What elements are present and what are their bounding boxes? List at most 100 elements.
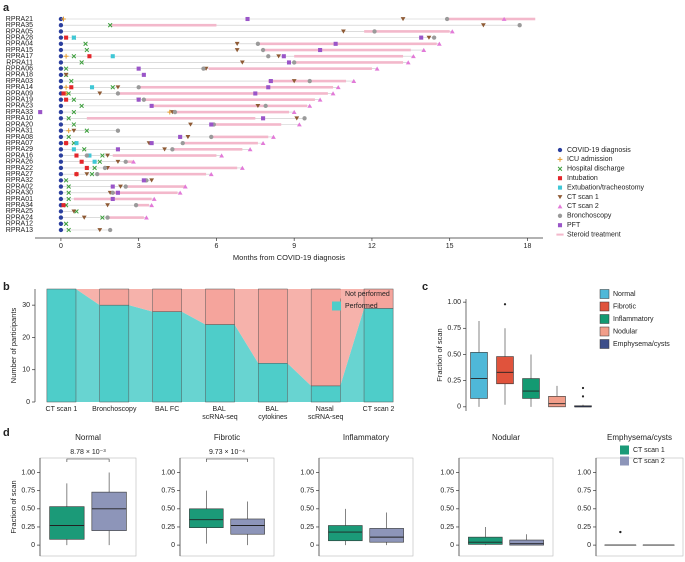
y-tick-label: 0.75 xyxy=(440,488,454,495)
x-tick-label: 0 xyxy=(59,243,63,250)
marker xyxy=(136,66,141,71)
marker xyxy=(517,23,522,28)
marker xyxy=(400,17,406,22)
box xyxy=(230,518,265,535)
y-tick-label: 0.50 xyxy=(440,506,454,513)
marker xyxy=(107,22,113,28)
marker xyxy=(188,122,193,127)
row-label: RPRA24 xyxy=(6,214,33,221)
box xyxy=(509,539,544,546)
marker xyxy=(480,23,486,28)
y-tick-label: 0.25 xyxy=(447,377,461,384)
marker xyxy=(180,140,185,146)
legend-label: Inflammatory xyxy=(613,316,654,323)
y-tick-label: 1.00 xyxy=(577,469,591,476)
legend-label: Steroid treatment xyxy=(567,231,621,238)
plot-frame xyxy=(595,457,684,557)
row-label: RPRA14 xyxy=(6,84,33,91)
marker xyxy=(58,78,64,84)
marker xyxy=(66,227,71,233)
marker xyxy=(151,196,157,201)
marker xyxy=(266,54,271,59)
bar xyxy=(152,288,182,312)
marker xyxy=(58,122,64,127)
marker xyxy=(255,41,261,46)
marker xyxy=(69,85,74,90)
marker xyxy=(296,122,302,127)
y-tick-label: 0.50 xyxy=(300,506,314,513)
marker xyxy=(58,128,64,133)
marker xyxy=(89,85,95,90)
marker xyxy=(141,178,146,183)
bar xyxy=(205,324,235,403)
row-label: RPRA06 xyxy=(6,65,33,72)
marker xyxy=(123,184,128,189)
y-tick-label: 0.50 xyxy=(21,506,35,513)
marker xyxy=(58,72,64,78)
marker xyxy=(92,159,97,164)
row-label: RPRA31 xyxy=(6,128,33,135)
marker xyxy=(449,29,455,34)
marker xyxy=(84,47,90,53)
marker xyxy=(286,60,292,65)
marker xyxy=(247,147,253,152)
marker xyxy=(58,29,64,34)
y-tick-label: 0 xyxy=(31,542,35,549)
marker xyxy=(58,153,64,158)
x-tick-label: 3 xyxy=(137,243,141,250)
legend-label: CT scan 2 xyxy=(567,203,599,210)
marker xyxy=(260,140,266,146)
marker xyxy=(239,60,245,65)
marker xyxy=(71,35,76,40)
legend-swatch xyxy=(332,301,341,311)
legend-label: COVID-19 diagnosis xyxy=(567,147,631,154)
marker xyxy=(307,78,312,84)
flow xyxy=(287,363,312,402)
marker xyxy=(58,134,64,140)
marker xyxy=(66,116,71,121)
y-tick-label: 0.25 xyxy=(440,524,454,531)
box xyxy=(49,506,85,540)
legend-label: PFT xyxy=(567,222,581,229)
row-label: RPRA16 xyxy=(6,152,33,159)
marker xyxy=(162,147,167,152)
flow xyxy=(128,305,153,402)
row-label: RPRA03 xyxy=(6,78,33,85)
y-tick-label: 0.25 xyxy=(577,524,591,531)
marker xyxy=(66,196,71,202)
marker xyxy=(335,85,341,90)
marker xyxy=(58,178,64,183)
marker xyxy=(333,41,338,46)
marker xyxy=(71,128,77,133)
legend-label: Emphysema/cysts xyxy=(613,341,670,348)
marker xyxy=(63,178,69,183)
marker xyxy=(84,165,89,170)
marker xyxy=(209,134,214,140)
x-tick-label: BAL FC xyxy=(155,406,179,413)
marker xyxy=(63,53,69,59)
y-tick-label: 0 xyxy=(457,404,461,411)
marker xyxy=(294,116,300,121)
marker xyxy=(61,203,66,208)
steroid-bar xyxy=(86,116,256,120)
marker xyxy=(87,153,92,158)
bar xyxy=(363,288,394,309)
marker xyxy=(144,215,149,220)
marker xyxy=(79,159,84,164)
panel-title: Inflammatory xyxy=(343,433,389,442)
steroid-bar xyxy=(97,172,207,176)
row-label: RPRA11 xyxy=(6,59,33,66)
steroid-bar xyxy=(112,154,217,157)
row-label: RPRA10 xyxy=(6,115,33,122)
marker xyxy=(501,16,507,21)
marker xyxy=(149,141,154,146)
legend-label: Intubation xyxy=(567,175,598,182)
marker xyxy=(79,103,84,109)
bracket xyxy=(66,458,110,462)
marker xyxy=(69,78,74,84)
row-label: RPRA17 xyxy=(6,53,33,60)
row-label: RPRA20 xyxy=(6,121,33,128)
marker xyxy=(234,41,240,46)
marker xyxy=(58,66,64,71)
y-tick-label: 0 xyxy=(310,542,314,549)
